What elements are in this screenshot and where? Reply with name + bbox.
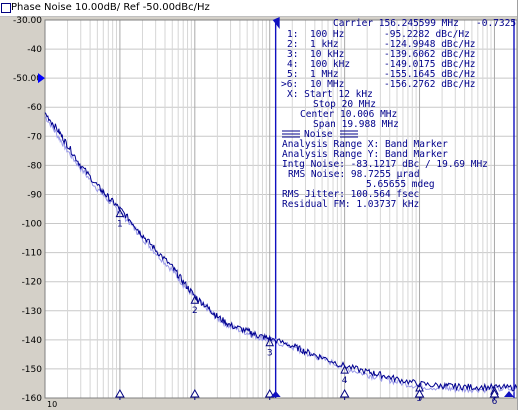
marker-num: 2: xyxy=(287,39,298,50)
carrier-level: -0.7325 dBm xyxy=(476,18,522,29)
right-edge-strip xyxy=(517,0,522,410)
band-markers[interactable] xyxy=(272,17,515,398)
span-stop: Stop 20 MHz xyxy=(313,99,376,110)
rms-jitter: RMS Jitter: 100.564 fsec xyxy=(282,189,419,200)
analysis-range-y: Analysis Range Y: Band Marker xyxy=(282,149,448,160)
marker-num: >6: xyxy=(281,79,298,90)
marker-num: 3: xyxy=(287,49,298,60)
marker-value: -139.6062 dBc/Hz xyxy=(384,49,476,60)
marker-freq: 1 kHz xyxy=(310,39,339,50)
marker-num: 4: xyxy=(287,59,298,70)
marker-row: 2: 1 kHz -124.9948 dBc/Hz xyxy=(287,39,476,50)
marker-freq: 10 kHz xyxy=(310,49,344,60)
span-info: X: Start 12 kHz Stop 20 MHz Center 10.00… xyxy=(287,89,399,130)
marker-triangle[interactable] xyxy=(265,337,275,347)
title-bar: Phase Noise 10.00dB/ Ref -50.00dBc/Hz xyxy=(0,0,520,17)
band-x-marker[interactable] xyxy=(270,391,281,397)
marker-num: 5: xyxy=(287,69,298,80)
marker-value: -155.1645 dBc/Hz xyxy=(384,69,476,80)
y-tick-label: -40 xyxy=(27,45,42,55)
span-center: Center 10.006 MHz xyxy=(300,109,397,120)
marker-label: 6 xyxy=(492,397,498,407)
marker-triangle[interactable] xyxy=(115,208,125,218)
marker-3[interactable]: 3 xyxy=(265,337,275,359)
marker-triangle[interactable] xyxy=(340,364,349,374)
x-tick-label: 10 xyxy=(47,400,57,409)
y-tick-label: -100 xyxy=(22,220,43,230)
marker-row: 3: 10 kHz -139.6062 dBc/Hz xyxy=(287,49,476,60)
y-tick-label: -140 xyxy=(22,336,43,346)
marker-row: 4: 100 kHz -149.0175 dBc/Hz xyxy=(287,59,476,70)
y-tick-label: -160 xyxy=(22,394,43,404)
marker-label: 2 xyxy=(192,306,198,316)
noise-header: Noise xyxy=(282,129,358,140)
traces xyxy=(44,112,518,394)
analysis-range-x: Analysis Range X: Band Marker xyxy=(282,139,448,150)
carrier-frequency: Carrier 156.245599 MHz xyxy=(333,18,459,29)
y-tick-label: -50.00 xyxy=(13,74,42,84)
marker-num: 1: xyxy=(287,29,298,40)
rms-noise: RMS Noise: 98.7255 µrad xyxy=(288,169,420,180)
marker-2[interactable]: 2 xyxy=(190,295,200,316)
y-tick-label: -120 xyxy=(22,278,43,288)
marker-row: >6: 10 MHz -156.2762 dBc/Hz xyxy=(281,79,476,90)
marker-value: -149.0175 dBc/Hz xyxy=(384,59,476,70)
y-tick-label: -80 xyxy=(27,161,42,171)
marker-freq: 10 MHz xyxy=(310,79,344,90)
rms-noise-deg: 5.65655 mdeg xyxy=(366,179,435,190)
marker-row: 5: 1 MHz -155.1645 dBc/Hz xyxy=(287,69,476,80)
marker-value: -124.9948 dBc/Hz xyxy=(384,39,476,50)
marker-freq: 1 MHz xyxy=(310,69,339,80)
y-tick-label: -130 xyxy=(22,307,43,317)
noise-info: Analysis Range X: Band Marker Analysis R… xyxy=(282,139,488,210)
marker-freq: 100 Hz xyxy=(310,29,344,40)
window-icon[interactable] xyxy=(1,3,11,13)
marker-value: -156.2762 dBc/Hz xyxy=(384,79,476,90)
residual-fm: Residual FM: 1.03737 kHz xyxy=(282,199,419,210)
y-tick-label: -70 xyxy=(27,132,42,142)
y-tick-labels: -30.00 -40 -50.00 -60 -70 -80 -90 -100 -110 -120 -… xyxy=(13,16,42,404)
y-tick-label: -30.00 xyxy=(13,16,42,26)
y-tick-label: -150 xyxy=(22,365,43,375)
y-tick-label: -110 xyxy=(22,249,43,259)
marker-freq: 100 kHz xyxy=(310,59,350,70)
noise-title: Noise xyxy=(304,129,333,140)
noise-trace xyxy=(44,115,518,394)
marker-triangle[interactable] xyxy=(190,295,200,304)
marker-label: 4 xyxy=(342,376,348,386)
marker-table: 1: 100 Hz -95.2282 dBc/Hz 2: 1 kHz -124.… xyxy=(281,29,476,90)
marker-label: 1 xyxy=(117,220,123,230)
y-tick-label: -60 xyxy=(27,103,42,113)
x-axis-markers[interactable] xyxy=(115,388,514,400)
x-tick-labels: 10 xyxy=(47,400,57,409)
reference-level-arrow[interactable] xyxy=(38,73,45,84)
plot-area[interactable] xyxy=(45,20,517,398)
window-title: Phase Noise 10.00dB/ Ref -50.00dBc/Hz xyxy=(11,2,210,13)
marker-row: 1: 100 Hz -95.2282 dBc/Hz xyxy=(287,29,470,40)
marker-4[interactable]: 4 xyxy=(340,364,349,386)
integrated-noise: Intg Noise: -83.1217 dBc / 19.69 MHz xyxy=(282,159,488,170)
span-width: Span 19.988 MHz xyxy=(313,119,399,130)
marker-value: -95.2282 dBc/Hz xyxy=(384,29,470,40)
band-marker-handle[interactable] xyxy=(272,17,280,29)
noise-trace xyxy=(44,112,518,392)
marker-label: 3 xyxy=(267,349,273,359)
band-x-marker[interactable] xyxy=(504,391,514,397)
y-tick-label: -90 xyxy=(27,190,42,200)
span-start: X: Start 12 kHz xyxy=(287,89,373,100)
marker-1[interactable]: 1 xyxy=(115,208,125,230)
